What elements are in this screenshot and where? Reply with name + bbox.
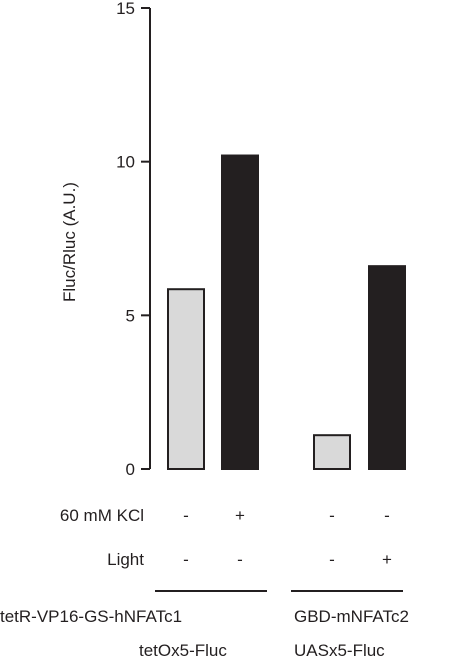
sign-row1-bar4: -	[384, 506, 390, 525]
condition-label-kcl: 60 mM KCl	[59, 506, 144, 525]
y-tick-label-0: 0	[126, 460, 135, 479]
sign-row1-bar1: -	[183, 506, 189, 525]
bar-2	[221, 154, 259, 471]
bar-4	[368, 265, 406, 470]
group2-construct-label: GBD-mNFATc2	[294, 607, 409, 626]
group1-construct-label: tetR-VP16-GS-hNFATc1	[0, 607, 183, 626]
sign-row2-bar1: -	[183, 550, 189, 569]
bar-3	[313, 434, 351, 470]
sign-row1-bar2: +	[235, 506, 245, 525]
sign-row2-bar2: -	[237, 550, 243, 569]
y-tick-label-5: 5	[126, 306, 135, 325]
group2-reporter-label: UASx5-Fluc	[294, 641, 385, 660]
y-tick-label-10: 10	[116, 153, 135, 172]
group1-reporter-label: tetOx5-Fluc	[139, 641, 227, 660]
sign-row2-bar3: -	[329, 550, 335, 569]
y-tick-label-15: 15	[116, 0, 135, 18]
condition-label-light: Light	[107, 550, 144, 569]
sign-row2-bar4: +	[382, 550, 392, 569]
sign-row1-bar3: -	[329, 506, 335, 525]
y-axis: 0 5 10 15	[116, 0, 151, 479]
bars	[167, 154, 406, 471]
y-axis-label: Fluc/Rluc (A.U.)	[60, 182, 79, 302]
bar-1	[167, 288, 205, 470]
